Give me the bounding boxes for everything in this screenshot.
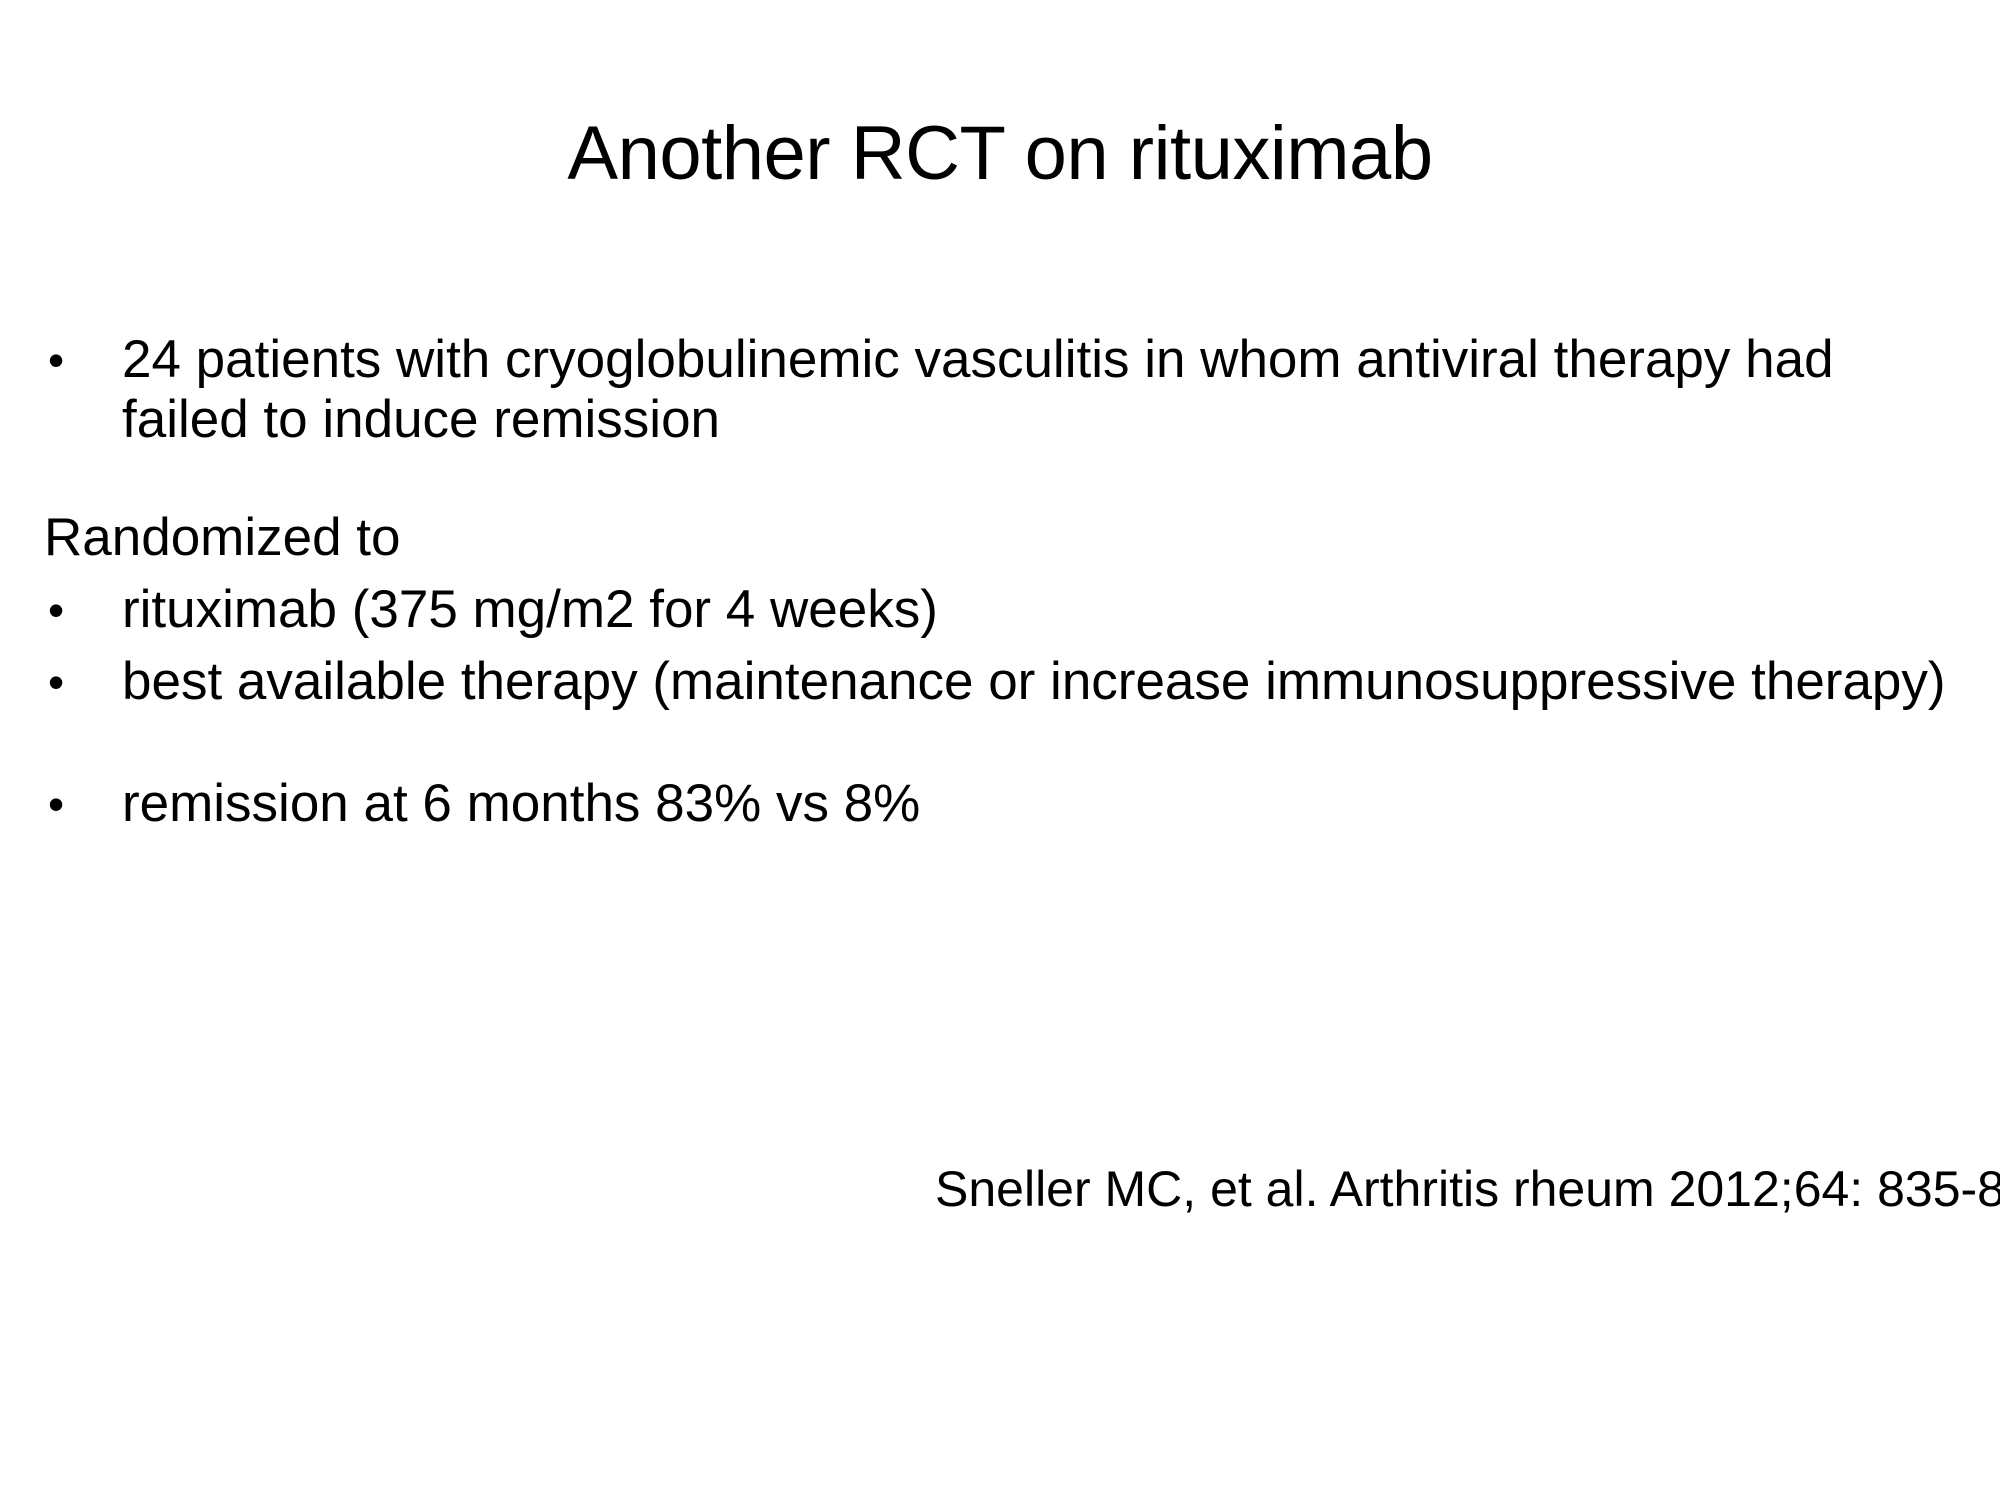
list-item-label: 24 patients with cryoglobulinemic vascul… bbox=[122, 330, 1834, 449]
list-item: • 24 patients with cryoglobulinemic vasc… bbox=[40, 330, 1970, 450]
list-item-label: best available therapy (maintenance or i… bbox=[122, 652, 1946, 711]
list-item: • best available therapy (maintenance or… bbox=[40, 652, 1970, 712]
section-label: Randomized to bbox=[44, 508, 401, 567]
bullet-glyph-icon: • bbox=[48, 584, 65, 636]
spacer bbox=[40, 712, 1970, 774]
citation-text: Sneller MC, et al. Arthritis rheum 2012;… bbox=[935, 1161, 2000, 1217]
bullet-glyph-icon: • bbox=[48, 778, 65, 830]
list-item: • remission at 6 months 83% vs 8% bbox=[40, 774, 1970, 834]
list-item: • rituximab (375 mg/m2 for 4 weeks) bbox=[40, 580, 1970, 640]
list-item-label: remission at 6 months 83% vs 8% bbox=[122, 774, 921, 833]
list-item-label: rituximab (375 mg/m2 for 4 weeks) bbox=[122, 580, 938, 639]
spacer bbox=[40, 568, 1970, 580]
spacer bbox=[40, 450, 1970, 508]
section-label-row: Randomized to bbox=[40, 508, 1970, 568]
spacer bbox=[40, 640, 1970, 652]
bullet-glyph-icon: • bbox=[48, 334, 65, 386]
bullet-glyph-icon: • bbox=[48, 656, 65, 708]
slide-body: • 24 patients with cryoglobulinemic vasc… bbox=[40, 330, 1970, 834]
page-title: Another RCT on rituximab bbox=[567, 111, 1433, 196]
